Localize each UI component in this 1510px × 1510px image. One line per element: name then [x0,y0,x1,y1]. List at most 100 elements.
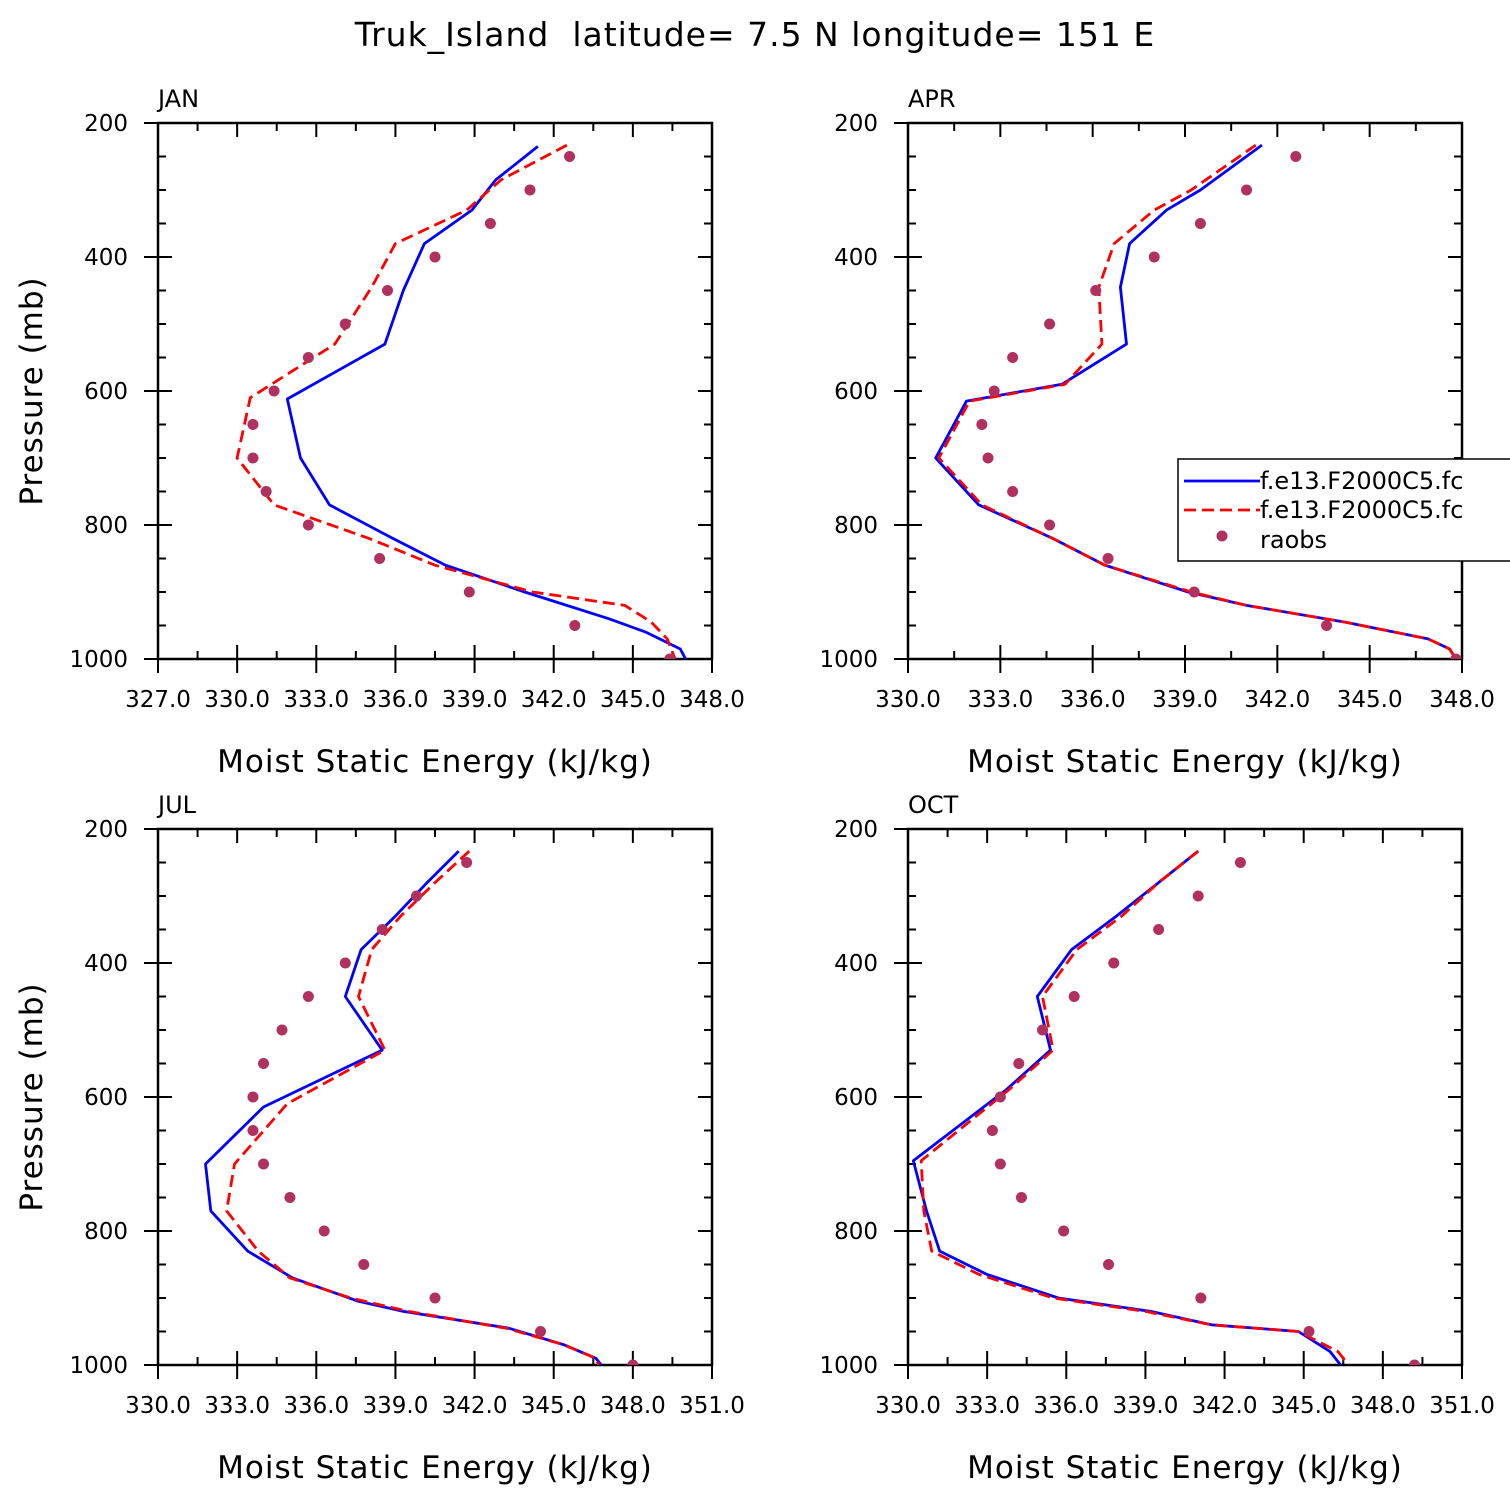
legend-entry-label: f.e13.F2000C5.fc [1260,467,1463,495]
raobs-point [268,385,280,397]
raobs-point [1192,890,1204,902]
raobs-point [1241,184,1253,196]
raobs-point [302,352,314,363]
raobs-point [429,1292,441,1304]
panel-label: JUL [156,791,197,819]
x-tick-label: 330.0 [875,687,941,713]
y-tick-label: 800 [834,1219,878,1245]
y-tick-label: 400 [834,245,878,271]
x-tick-label: 333.0 [967,687,1033,713]
raobs-point [1194,218,1206,229]
panel-oct: OCT 200 400 600 800 1000 330.0 333.0 336.0 339.0 3… [819,791,1494,1486]
y-tick-label: 800 [834,513,878,539]
raobs-point [524,184,536,196]
y-tick-label: 600 [834,1085,878,1111]
series-group [204,850,639,1365]
x-tick-label: 351.0 [679,1393,745,1419]
panel-jul: JUL 200 400 600 800 1000 330.0 333.0 336.0 339.0 3… [14,791,745,1486]
series-group [235,143,687,659]
x-tick-label: 330.0 [125,1393,191,1419]
series-group [911,850,1421,1365]
raobs-point [1037,1024,1049,1036]
raobs-point [535,1326,547,1337]
panel-jan: JAN 200 400 600 800 1000 327.0 330.0 333.0 336.0 3… [14,85,745,780]
panels: JAN 200 400 600 800 1000 327.0 330.0 333.0 336.0 3… [14,85,1510,1486]
raobs-point [994,1158,1006,1170]
x-tick-label: 342.0 [1192,1393,1258,1419]
x-tick-label: 345.0 [521,1393,587,1419]
raobs-point [1303,1326,1315,1337]
x-tick-label: 327.0 [125,687,191,713]
raobs-point [1108,957,1120,969]
raobs-point [247,419,259,430]
raobs-point [986,1125,998,1136]
y-tick-label: 200 [834,111,878,137]
raobs-point [988,385,1000,397]
x-tick-label: 348.0 [679,687,745,713]
raobs-point [284,1192,296,1203]
raobs-point [1153,924,1165,935]
y-tick-label: 400 [84,951,128,977]
series-line-solid [285,145,687,659]
raobs-point [1013,1058,1025,1069]
x-tick-label: 330.0 [204,687,270,713]
legend-entry-label: raobs [1260,526,1327,554]
raobs-point [1068,991,1080,1002]
y-tick-label: 800 [84,513,128,539]
y-tick-label: 600 [84,1085,128,1111]
raobs-point [1290,151,1302,162]
legend-entry-label: f.e13.F2000C5.fc [1260,496,1463,524]
y-tick-label: 200 [84,111,128,137]
y-tick-label: 1000 [69,647,128,673]
legend-swatch-marker [1216,530,1228,542]
x-tick-label: 348.0 [600,1393,666,1419]
raobs-point [569,620,581,631]
raobs-point [258,1158,270,1170]
x-axis-label: Moist Static Energy (kJ/kg) [217,744,653,780]
raobs-point [1195,1292,1207,1304]
raobs-point [1450,653,1462,659]
raobs-point [302,991,314,1002]
panel-label: APR [908,85,956,113]
y-axis-label: Pressure (mb) [14,276,50,505]
x-tick-label: 339.0 [1152,687,1218,713]
raobs-point [1090,285,1102,296]
x-tick-label: 339.0 [362,1393,428,1419]
plot-frame [906,827,1464,1367]
raobs-point [339,318,351,330]
y-tick-label: 1000 [69,1353,128,1379]
y-tick-label: 1000 [819,1353,878,1379]
legend-box [1177,458,1510,562]
raobs-point [1015,1192,1027,1203]
raobs-point [1102,1259,1114,1270]
y-tick-label: 1000 [819,647,878,673]
y-tick-label: 400 [834,951,878,977]
raobs-point [1044,519,1056,531]
x-tick-label: 351.0 [1429,1393,1495,1419]
raobs-point [429,251,441,263]
y-tick-label: 400 [84,245,128,271]
x-tick-label: 345.0 [600,687,666,713]
raobs-point [247,452,259,464]
raobs-point [1102,553,1114,564]
page-title: Truk_Island latitude= 7.5 N longitude= 1… [354,15,1155,54]
raobs-point [664,653,676,659]
raobs-point [564,151,576,162]
x-tick-label: 339.0 [1112,1393,1178,1419]
x-tick-label: 336.0 [283,1393,349,1419]
raobs-point [1148,251,1160,263]
raobs-point [976,419,988,430]
x-tick-label: 336.0 [1060,687,1126,713]
raobs-point [1007,486,1019,497]
y-tick-label: 200 [84,817,128,843]
x-tick-label: 345.0 [1271,1393,1337,1419]
x-tick-label: 342.0 [521,687,587,713]
x-tick-label: 348.0 [1350,1393,1416,1419]
y-tick-label: 800 [84,1219,128,1245]
x-tick-label: 342.0 [1244,687,1310,713]
x-tick-label: 336.0 [1033,1393,1099,1419]
x-axis-label: Moist Static Energy (kJ/kg) [967,744,1403,780]
panel-label: JAN [156,85,199,113]
raobs-point [1321,620,1333,631]
